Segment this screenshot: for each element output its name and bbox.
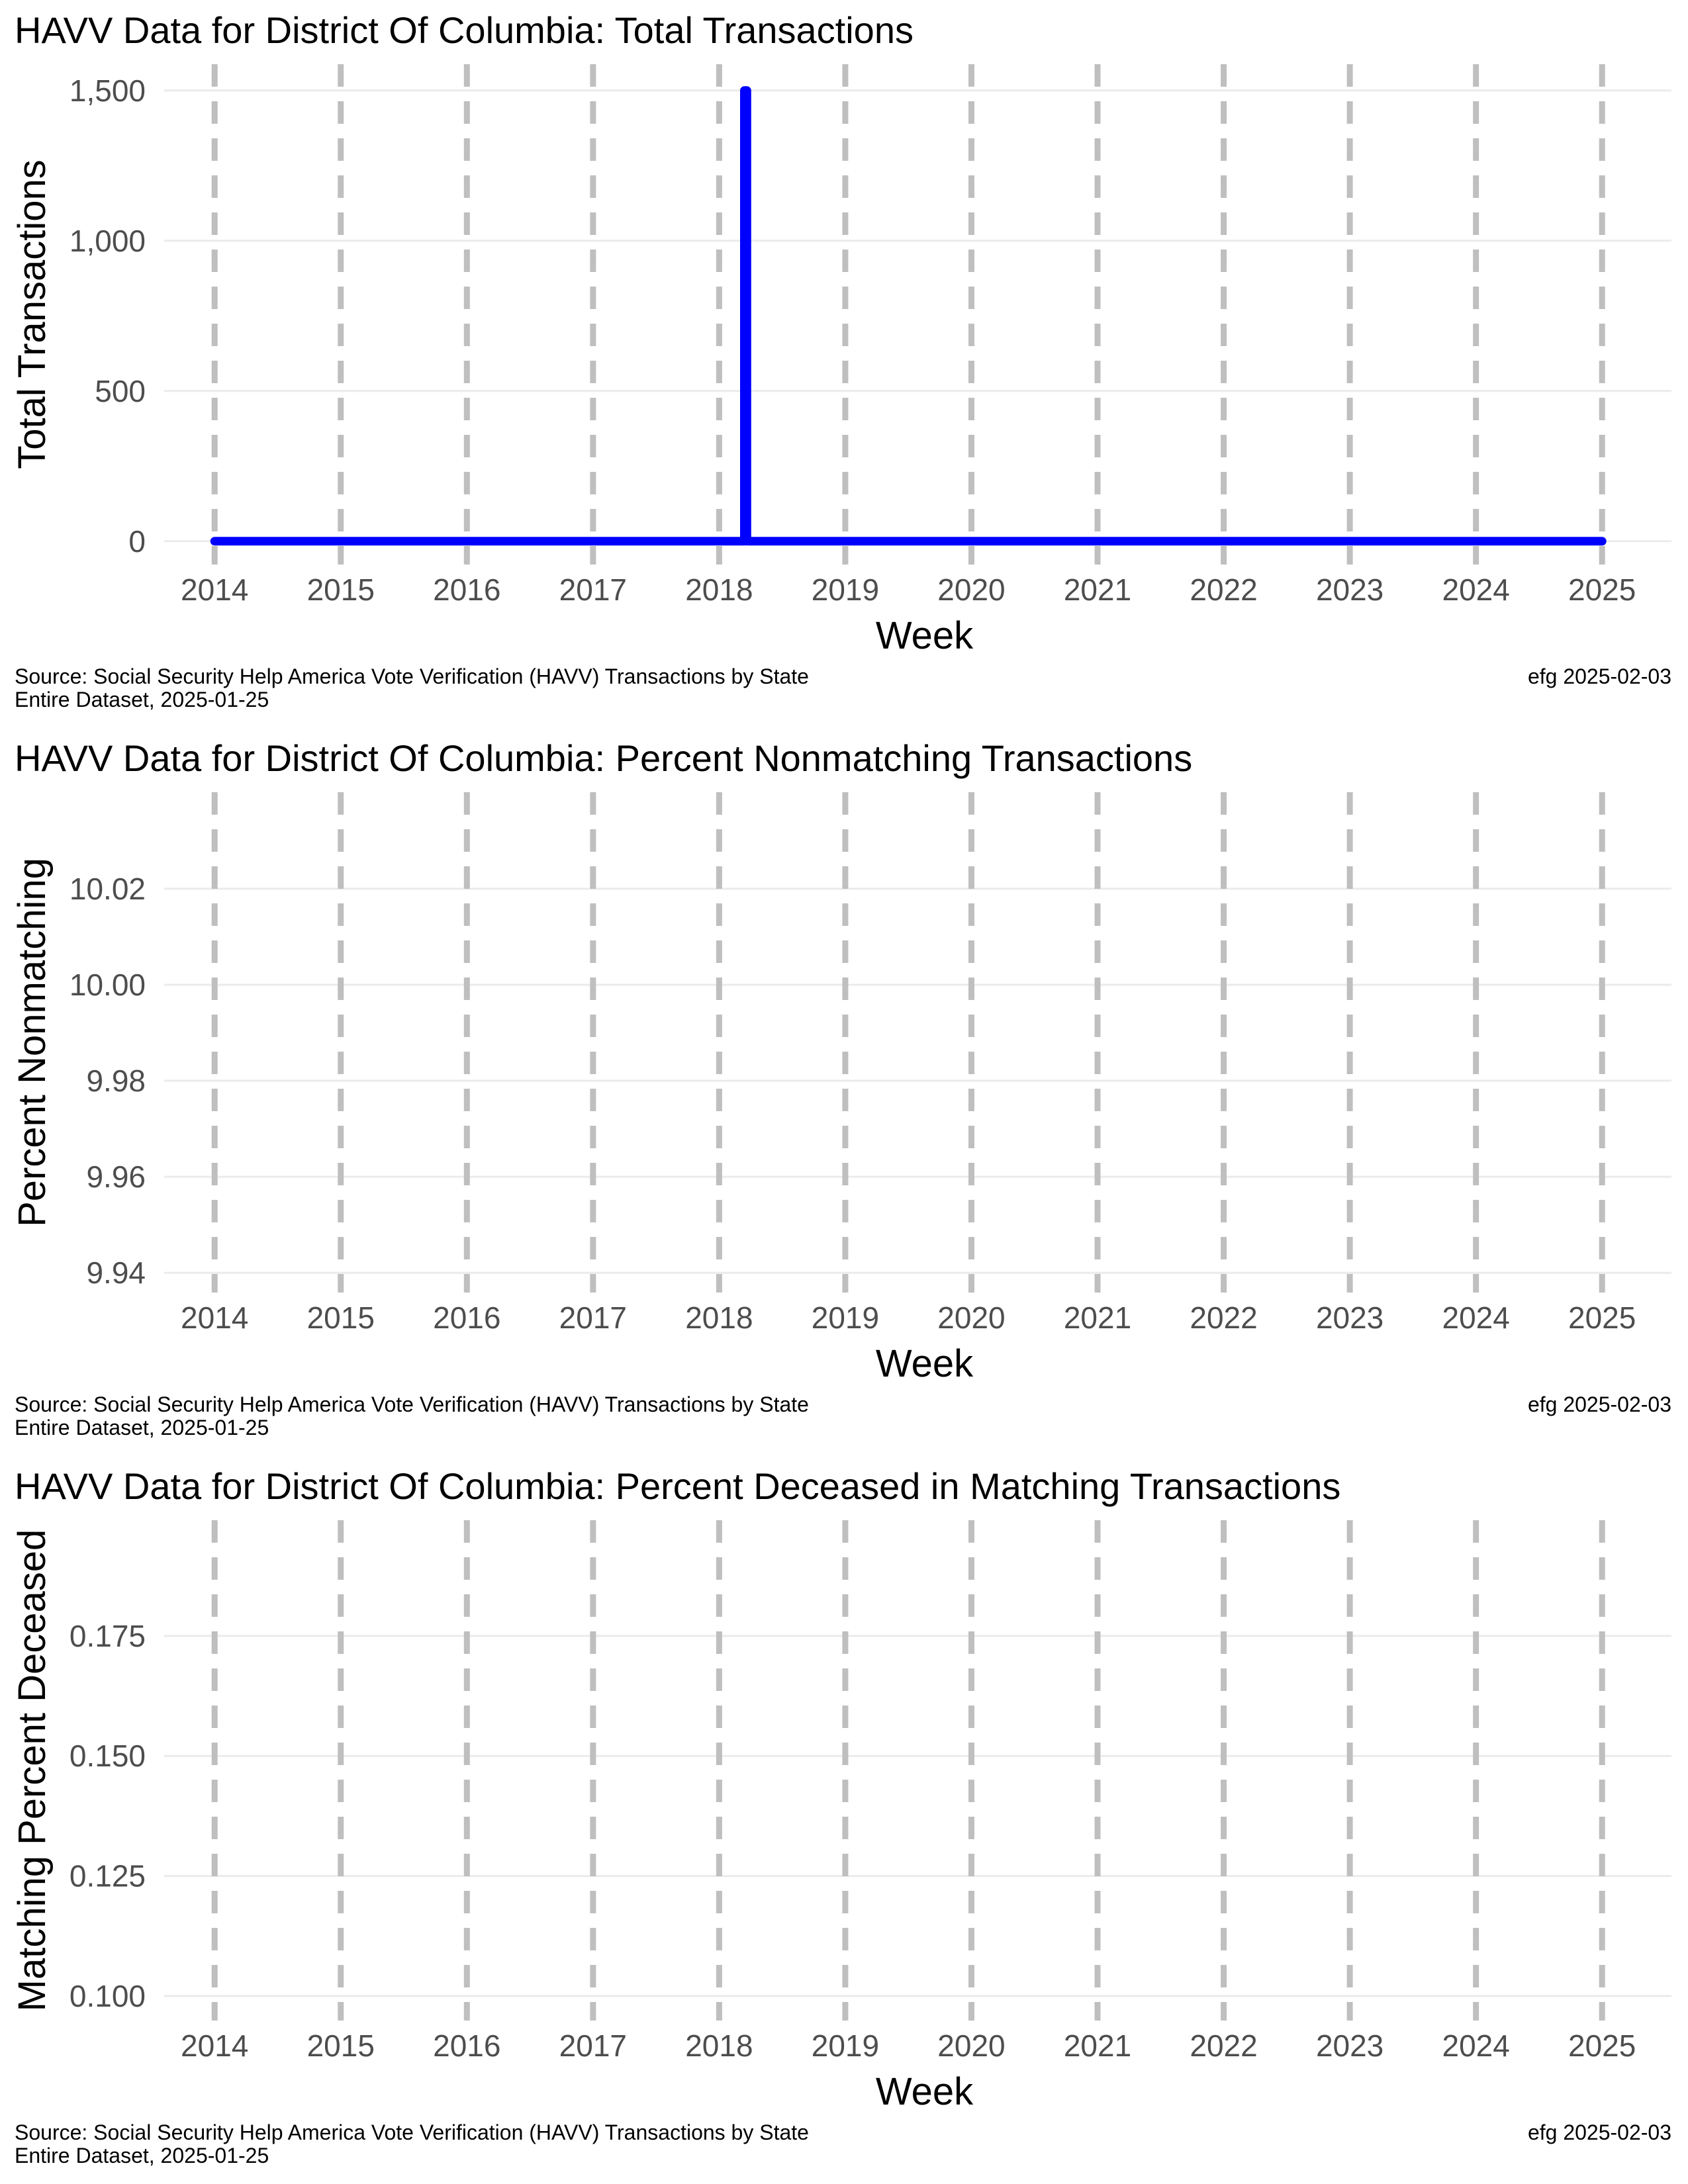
x-tick-label: 2021 (1064, 1300, 1131, 1335)
chart-title: HAVV Data for District Of Columbia: Perc… (15, 1465, 1340, 1507)
x-tick-label: 2018 (685, 572, 753, 607)
y-tick-label: 0.150 (70, 1739, 146, 1773)
x-tick-label: 2025 (1568, 2028, 1636, 2063)
x-tick-label: 2024 (1442, 1300, 1509, 1335)
chart-title: HAVV Data for District Of Columbia: Perc… (15, 737, 1192, 779)
y-tick-label: 9.96 (86, 1160, 146, 1194)
x-axis-label: Week (876, 2070, 974, 2113)
y-tick-label: 9.94 (86, 1255, 146, 1290)
x-tick-label: 2024 (1442, 572, 1509, 607)
x-tick-label: 2023 (1316, 572, 1383, 607)
y-tick-label: 10.02 (70, 872, 146, 906)
x-tick-label: 2021 (1064, 2028, 1131, 2063)
x-tick-label: 2016 (433, 2028, 500, 2063)
source-caption: Source: Social Security Help America Vot… (15, 1392, 809, 1416)
x-tick-label: 2016 (433, 572, 500, 607)
chart-panel-1: HAVV Data for District Of Columbia: Tota… (11, 9, 1671, 711)
x-tick-label: 2016 (433, 1300, 500, 1335)
x-tick-label: 2024 (1442, 2028, 1509, 2063)
x-tick-label: 2025 (1568, 572, 1636, 607)
dataset-caption: Entire Dataset, 2025-01-25 (15, 688, 269, 711)
series-line-1 (210, 86, 1607, 546)
x-tick-label: 2021 (1064, 572, 1131, 607)
source-caption: Source: Social Security Help America Vot… (15, 2120, 809, 2144)
x-tick-label: 2015 (307, 1300, 375, 1335)
y-tick-label: 500 (95, 374, 146, 408)
x-tick-label: 2014 (181, 572, 248, 607)
dataset-caption: Entire Dataset, 2025-01-25 (15, 1416, 269, 1439)
x-tick-label: 2019 (812, 2028, 879, 2063)
chart-title: HAVV Data for District Of Columbia: Tota… (15, 9, 914, 51)
x-tick-label: 2014 (181, 1300, 248, 1335)
y-tick-label: 9.98 (86, 1064, 146, 1098)
x-tick-label: 2020 (937, 1300, 1005, 1335)
y-tick-label: 0.175 (70, 1619, 146, 1653)
x-axis-label: Week (876, 614, 974, 657)
y-tick-label: 0.100 (70, 1979, 146, 2013)
x-tick-label: 2020 (937, 2028, 1005, 2063)
x-tick-label: 2018 (685, 2028, 753, 2063)
source-caption: Source: Social Security Help America Vot… (15, 664, 809, 688)
author-date-caption: efg 2025-02-03 (1528, 2120, 1671, 2144)
x-tick-label: 2022 (1190, 572, 1257, 607)
x-tick-label: 2017 (559, 572, 627, 607)
y-tick-label: 0 (128, 524, 146, 559)
dataset-caption: Entire Dataset, 2025-01-25 (15, 2144, 269, 2167)
x-tick-label: 2023 (1316, 1300, 1383, 1335)
y-axis-label: Total Transactions (11, 159, 54, 469)
x-tick-label: 2014 (181, 2028, 248, 2063)
x-tick-label: 2022 (1190, 2028, 1257, 2063)
y-tick-label: 1,500 (70, 73, 146, 108)
author-date-caption: efg 2025-02-03 (1528, 664, 1671, 688)
x-tick-label: 2019 (812, 572, 879, 607)
y-tick-label: 1,000 (70, 224, 146, 258)
x-tick-label: 2019 (812, 1300, 879, 1335)
y-axis-label: Matching Percent Deceased (11, 1529, 54, 2012)
x-tick-label: 2025 (1568, 1300, 1636, 1335)
y-tick-label: 0.125 (70, 1859, 146, 1893)
x-tick-label: 2015 (307, 2028, 375, 2063)
author-date-caption: efg 2025-02-03 (1528, 1392, 1671, 1416)
chart-panel-3: HAVV Data for District Of Columbia: Perc… (11, 1465, 1671, 2167)
x-tick-label: 2017 (559, 2028, 627, 2063)
chart-panel-2: HAVV Data for District Of Columbia: Perc… (11, 737, 1671, 1439)
y-tick-label: 10.00 (70, 968, 146, 1002)
x-axis-label: Week (876, 1342, 974, 1385)
x-tick-label: 2022 (1190, 1300, 1257, 1335)
x-tick-label: 2015 (307, 572, 375, 607)
x-tick-label: 2020 (937, 572, 1005, 607)
x-tick-label: 2023 (1316, 2028, 1383, 2063)
y-axis-label: Percent Nonmatching (11, 858, 54, 1227)
x-tick-label: 2017 (559, 1300, 627, 1335)
x-tick-label: 2018 (685, 1300, 753, 1335)
